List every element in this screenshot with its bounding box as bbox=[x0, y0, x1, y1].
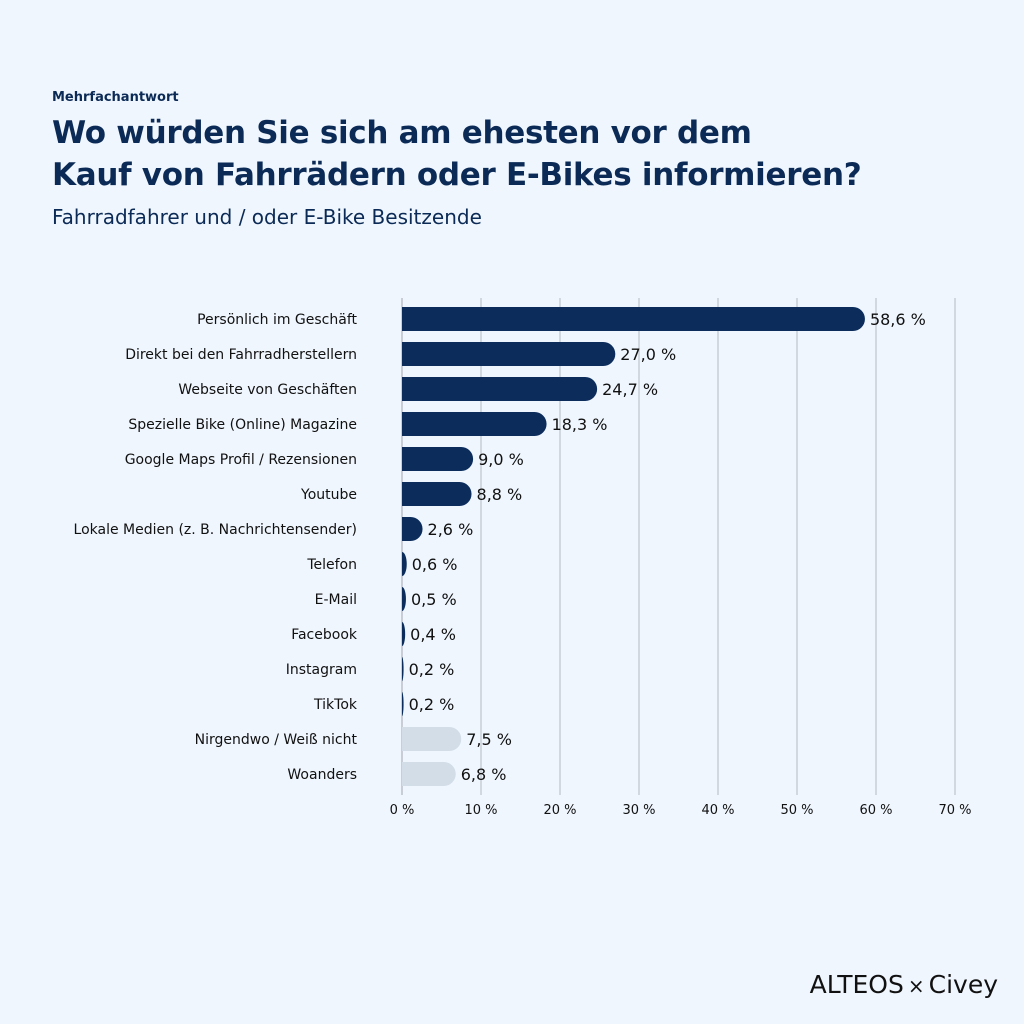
category-label: Persönlich im Geschäft bbox=[197, 312, 357, 328]
value-label: 0,2 % bbox=[409, 695, 455, 714]
value-label: 9,0 % bbox=[478, 450, 524, 469]
title-line-1: Wo würden Sie sich am ehesten vor dem bbox=[52, 115, 752, 151]
kicker: Mehrfachantwort bbox=[52, 90, 179, 105]
bar bbox=[402, 587, 406, 611]
category-label: Google Maps Profil / Rezensionen bbox=[125, 452, 357, 468]
bar bbox=[402, 762, 456, 786]
value-label: 58,6 % bbox=[870, 310, 926, 329]
bar bbox=[402, 377, 598, 401]
bar bbox=[402, 517, 423, 541]
x-tick-label: 30 % bbox=[622, 803, 655, 818]
value-label: 7,5 % bbox=[466, 730, 512, 749]
value-label: 0,4 % bbox=[410, 625, 456, 644]
title-line-2: Kauf von Fahrrädern oder E-Bikes informi… bbox=[52, 157, 862, 193]
category-label: Facebook bbox=[291, 627, 358, 643]
category-label: Webseite von Geschäften bbox=[178, 382, 357, 398]
x-tick-label: 50 % bbox=[780, 803, 813, 818]
category-label: Direkt bei den Fahrradherstellern bbox=[125, 347, 357, 363]
x-tick-label: 60 % bbox=[859, 803, 892, 818]
bar bbox=[402, 622, 406, 646]
category-label: Instagram bbox=[286, 662, 357, 678]
value-label: 8,8 % bbox=[477, 485, 523, 504]
civey-logo: Civey bbox=[928, 970, 998, 999]
logo-separator: × bbox=[907, 974, 925, 998]
value-label: 2,6 % bbox=[428, 520, 474, 539]
category-label: Nirgendwo / Weiß nicht bbox=[195, 732, 358, 748]
bar bbox=[402, 692, 404, 716]
bar bbox=[402, 412, 547, 436]
logo: ALTEOS × Civey bbox=[810, 970, 998, 999]
value-label: 6,8 % bbox=[461, 765, 507, 784]
bar bbox=[402, 307, 865, 331]
value-label: 27,0 % bbox=[620, 345, 676, 364]
x-tick-label: 70 % bbox=[938, 803, 971, 818]
value-label: 0,6 % bbox=[412, 555, 458, 574]
category-label: Woanders bbox=[287, 767, 357, 783]
x-tick-label: 20 % bbox=[543, 803, 576, 818]
category-label: Lokale Medien (z. B. Nachrichtensender) bbox=[74, 522, 357, 538]
category-label: Spezielle Bike (Online) Magazine bbox=[128, 417, 357, 433]
value-label: 0,5 % bbox=[411, 590, 457, 609]
value-label: 18,3 % bbox=[552, 415, 608, 434]
x-tick-label: 0 % bbox=[390, 803, 415, 818]
category-label: Youtube bbox=[300, 487, 357, 503]
bar bbox=[402, 482, 472, 506]
x-tick-label: 40 % bbox=[701, 803, 734, 818]
value-label: 0,2 % bbox=[409, 660, 455, 679]
bar bbox=[402, 657, 404, 681]
bar bbox=[402, 727, 462, 751]
category-label: Telefon bbox=[306, 557, 357, 573]
value-label: 24,7 % bbox=[602, 380, 658, 399]
category-label: TikTok bbox=[313, 697, 358, 713]
bar bbox=[402, 447, 474, 471]
bar bbox=[402, 342, 616, 366]
chart-title: Wo würden Sie sich am ehesten vor dem Ka… bbox=[52, 112, 862, 196]
category-label: E-Mail bbox=[315, 592, 357, 608]
x-tick-label: 10 % bbox=[464, 803, 497, 818]
chart-subtitle: Fahrradfahrer und / oder E-Bike Besitzen… bbox=[52, 205, 482, 229]
alteos-logo: ALTEOS bbox=[809, 970, 904, 999]
bar bbox=[402, 552, 407, 576]
